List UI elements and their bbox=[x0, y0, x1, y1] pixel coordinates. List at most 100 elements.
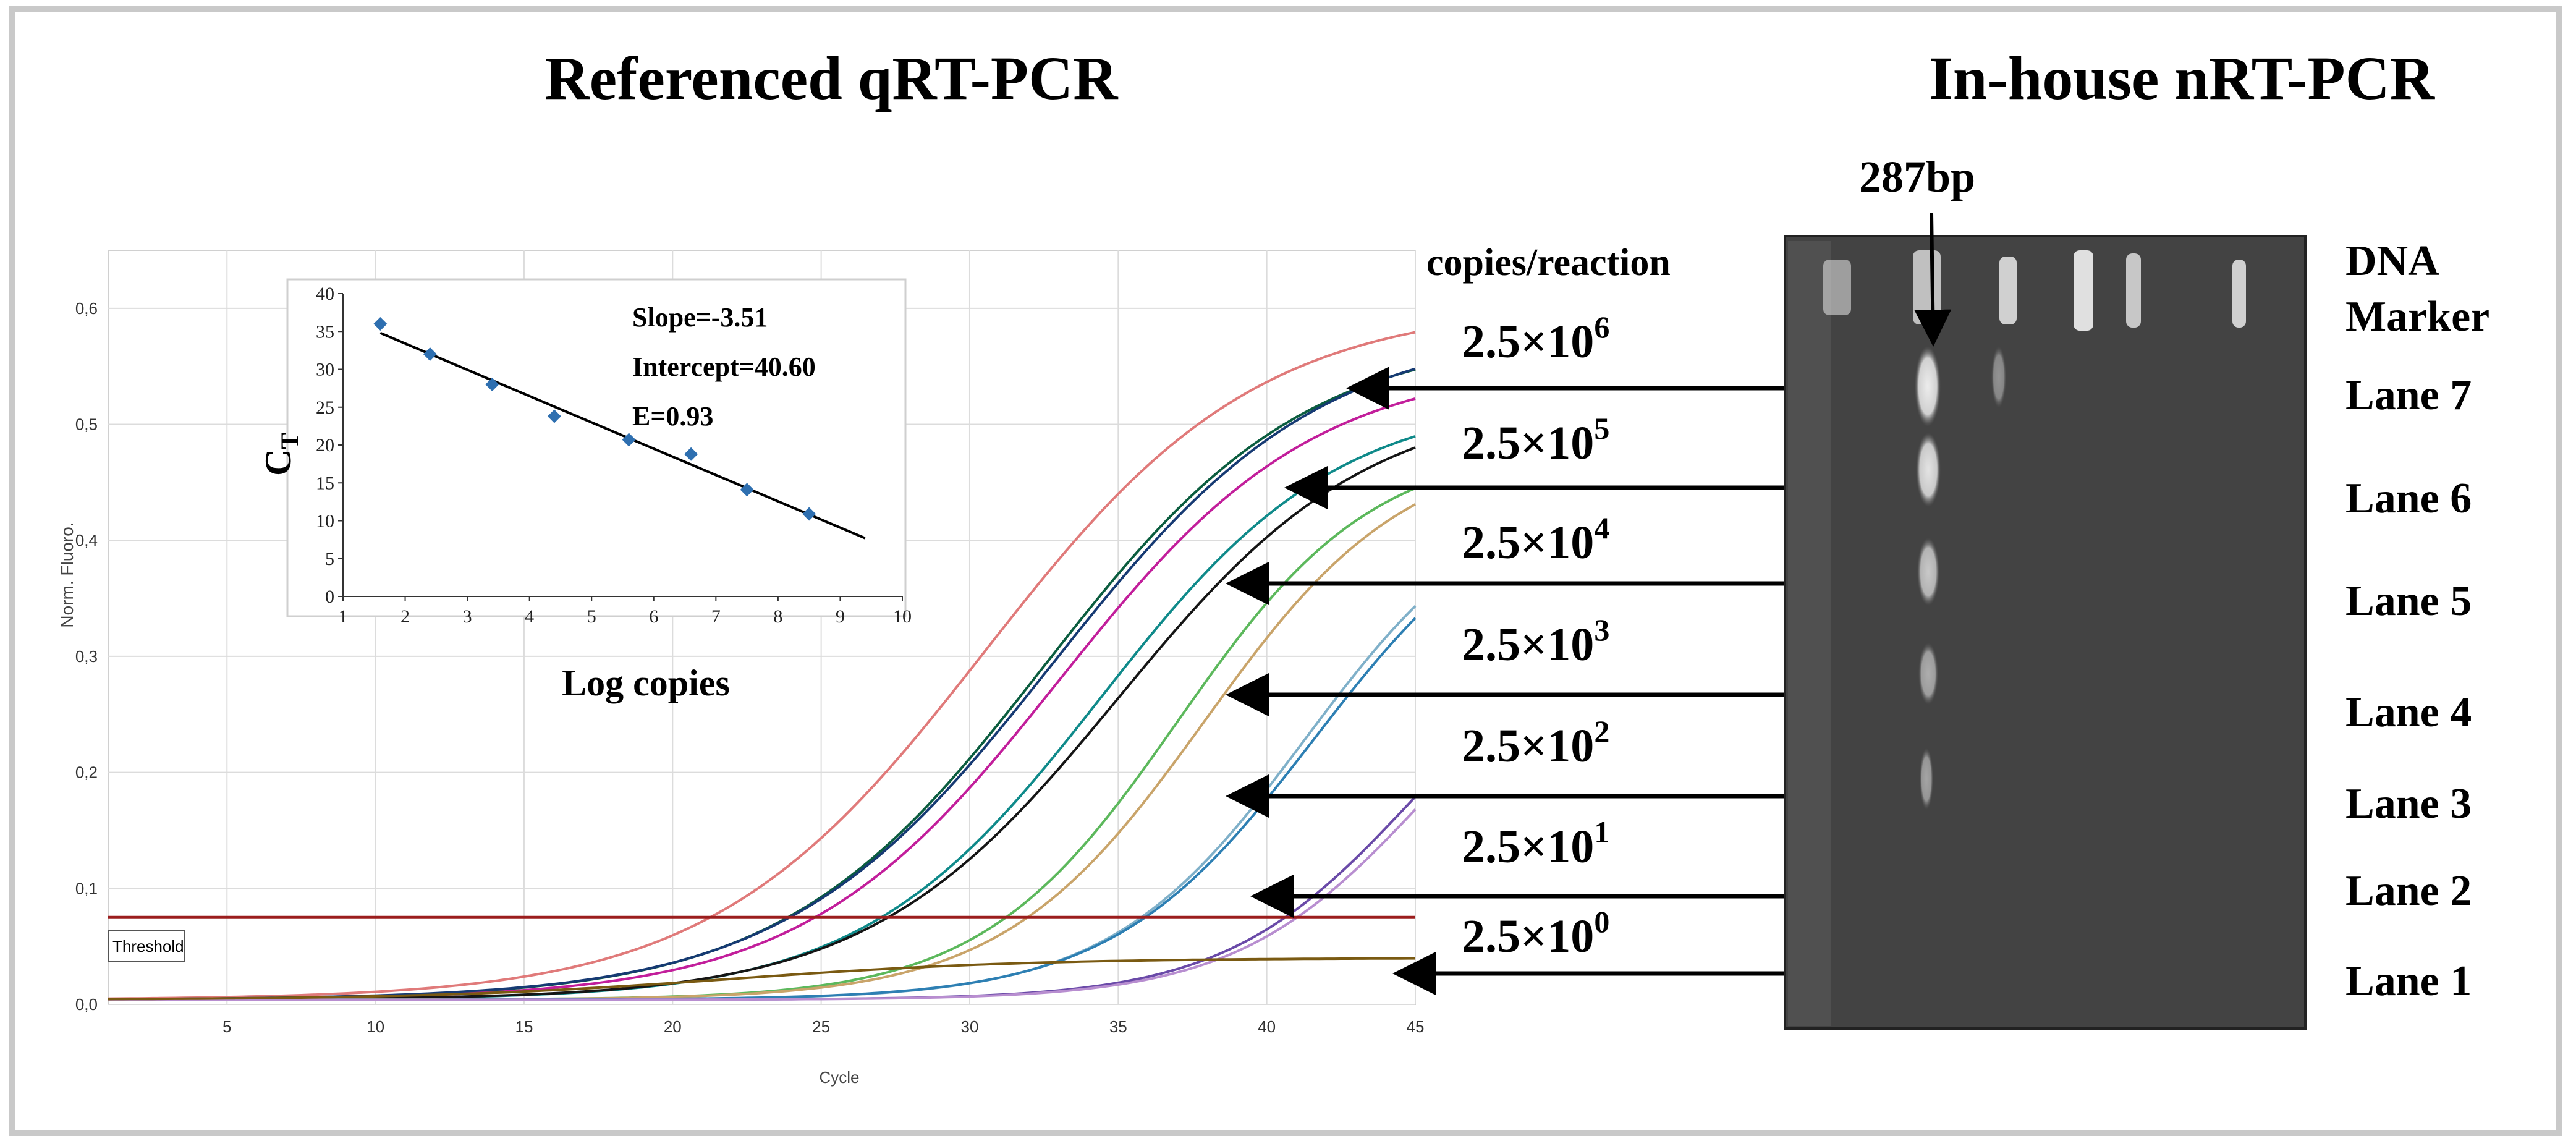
inset-x-tick-8: 9 bbox=[836, 606, 845, 627]
copies-labels: 2.5×1062.5×1052.5×1042.5×1032.5×1022.5×1… bbox=[1462, 310, 1609, 962]
copies-label-1: 2.5×105 bbox=[1462, 411, 1609, 469]
copies-exponent-1: 5 bbox=[1594, 411, 1609, 446]
amp-curve-12 bbox=[108, 957, 1415, 1001]
inset-point-1 bbox=[423, 347, 437, 361]
band-pointer-arrow bbox=[1914, 213, 1952, 347]
lane-label-4: Lane 3 bbox=[2345, 780, 2472, 828]
gel-well-2 bbox=[1999, 257, 2017, 324]
right-heading: In-house nRT-PCR bbox=[1929, 44, 2436, 112]
amp-y-tick-1: 0,1 bbox=[75, 879, 98, 897]
inset-point-7 bbox=[802, 507, 816, 521]
gel-bands bbox=[1915, 346, 2006, 810]
amp-y-tick-0: 0,0 bbox=[75, 995, 98, 1014]
gel-wells bbox=[1823, 250, 2246, 331]
band-size-label: 287bp bbox=[1859, 152, 1975, 201]
copies-exponent-2: 4 bbox=[1594, 511, 1609, 545]
gel-band-3 bbox=[1918, 643, 1938, 705]
amp-x-tick-5: 30 bbox=[961, 1017, 979, 1036]
copies-exponent-3: 3 bbox=[1594, 613, 1609, 647]
gel-well-1 bbox=[1913, 250, 1941, 324]
amp-curves bbox=[108, 331, 1417, 1001]
gel-left-edge-glow bbox=[1788, 241, 1831, 1026]
threshold-label-box bbox=[108, 930, 185, 962]
copies-exponent-0: 6 bbox=[1594, 310, 1609, 344]
inset-annotation-slope: Slope=-3.51 bbox=[632, 302, 768, 333]
copies-mantissa-6: 2.5×10 bbox=[1462, 910, 1594, 962]
copies-label-4: 2.5×102 bbox=[1462, 714, 1609, 772]
copies-exponent-5: 1 bbox=[1594, 815, 1609, 849]
copies-label-6: 2.5×100 bbox=[1462, 904, 1609, 962]
copies-label-3: 2.5×103 bbox=[1462, 613, 1609, 671]
inset-point-5 bbox=[684, 447, 698, 461]
amp-y-tick-6: 0,6 bbox=[75, 299, 98, 318]
inset-y-label-sub: T bbox=[276, 433, 303, 449]
gel-well-5 bbox=[2232, 260, 2246, 328]
gel-well-0 bbox=[1823, 260, 1851, 315]
copies-label-0: 2.5×106 bbox=[1462, 310, 1609, 368]
inset-x-tick-7: 8 bbox=[773, 606, 782, 627]
inset-y-ticks: 0 5 10 15 20 25 30 35 40 bbox=[316, 284, 343, 607]
copies-mantissa-0: 2.5×10 bbox=[1462, 316, 1594, 368]
amp-x-tick-2: 15 bbox=[515, 1017, 533, 1036]
inset-x-ticks: 1 2 3 4 5 6 7 8 9 10 bbox=[339, 596, 912, 627]
lane-label-6: Lane 1 bbox=[2345, 957, 2472, 1005]
gel-image bbox=[1784, 235, 2307, 1030]
copies-label-5: 2.5×101 bbox=[1462, 815, 1609, 873]
inset-x-tick-0: 1 bbox=[339, 606, 348, 627]
gel-well-3 bbox=[2074, 250, 2093, 331]
copies-header: copies/reaction bbox=[1426, 242, 1671, 284]
threshold-label: Threshold bbox=[112, 937, 184, 956]
gel-band-0 bbox=[1915, 346, 1941, 426]
inset-point-2 bbox=[485, 378, 499, 391]
lane-label-1: Lane 6 bbox=[2345, 475, 2472, 522]
lane-labels: Lane 7 Lane 6 Lane 5 Lane 4 Lane 3 Lane 2 Lane… bbox=[2345, 371, 2472, 1005]
inset-point-6 bbox=[740, 483, 754, 497]
amp-curve-0 bbox=[108, 331, 1416, 1000]
fit-line bbox=[379, 331, 866, 540]
copies-mantissa-2: 2.5×10 bbox=[1462, 517, 1594, 569]
inset-y-tick-7: 35 bbox=[316, 321, 334, 342]
copies-exponent-4: 2 bbox=[1594, 714, 1609, 749]
inset-y-tick-1: 5 bbox=[325, 549, 334, 569]
inset-point-4 bbox=[622, 433, 636, 447]
inset-point-0 bbox=[373, 317, 388, 331]
inset-point-3 bbox=[547, 409, 561, 423]
gel-band-1 bbox=[1916, 433, 1941, 507]
left-heading: Referenced qRT-PCR bbox=[545, 44, 1119, 112]
amp-y-tick-4: 0,4 bbox=[75, 531, 98, 549]
inset-x-tick-6: 7 bbox=[711, 606, 721, 627]
inset-y-label: CT bbox=[258, 433, 303, 476]
inset-x-tick-9: 10 bbox=[893, 606, 912, 627]
inset-annotation-intercept: Intercept=40.60 bbox=[632, 352, 816, 382]
amp-x-tick-4: 25 bbox=[812, 1017, 830, 1036]
inset-x-label: Log copies bbox=[562, 663, 730, 703]
amp-curve-11 bbox=[108, 808, 1417, 1001]
copies-mantissa-5: 2.5×10 bbox=[1462, 821, 1594, 873]
lane-label-0: Lane 7 bbox=[2345, 371, 2472, 419]
inset-annotation-efficiency: E=0.93 bbox=[632, 401, 713, 431]
amp-y-label: Norm. Fluoro. bbox=[57, 522, 77, 627]
inset-y-label-main: C bbox=[258, 449, 299, 476]
amp-y-tick-3: 0,3 bbox=[75, 647, 98, 666]
lane-label-2: Lane 5 bbox=[2345, 577, 2472, 625]
amp-y-tick-2: 0,2 bbox=[75, 763, 98, 782]
inset-x-tick-3: 4 bbox=[525, 606, 534, 627]
gel-band-4 bbox=[1920, 748, 1933, 810]
inset-points bbox=[373, 317, 816, 521]
inset-x-tick-1: 2 bbox=[400, 606, 410, 627]
lane-label-3: Lane 4 bbox=[2345, 689, 2472, 736]
gel-background bbox=[1784, 235, 2307, 1030]
inset-y-tick-2: 10 bbox=[316, 511, 334, 532]
amp-x-tick-1: 10 bbox=[366, 1017, 384, 1036]
inset-y-tick-4: 20 bbox=[316, 435, 334, 456]
inset-y-tick-6: 30 bbox=[316, 360, 334, 380]
marker-label-line1: DNA bbox=[2345, 237, 2439, 285]
gel-band-2 bbox=[1917, 538, 1939, 606]
svg-text:CT: CT bbox=[258, 433, 303, 476]
amp-x-tick-3: 20 bbox=[664, 1017, 682, 1036]
amp-x-tick-8: 45 bbox=[1407, 1017, 1425, 1036]
gel-well-4 bbox=[2126, 253, 2141, 328]
amp-x-label: Cycle bbox=[819, 1068, 859, 1087]
inset-background bbox=[286, 278, 907, 617]
